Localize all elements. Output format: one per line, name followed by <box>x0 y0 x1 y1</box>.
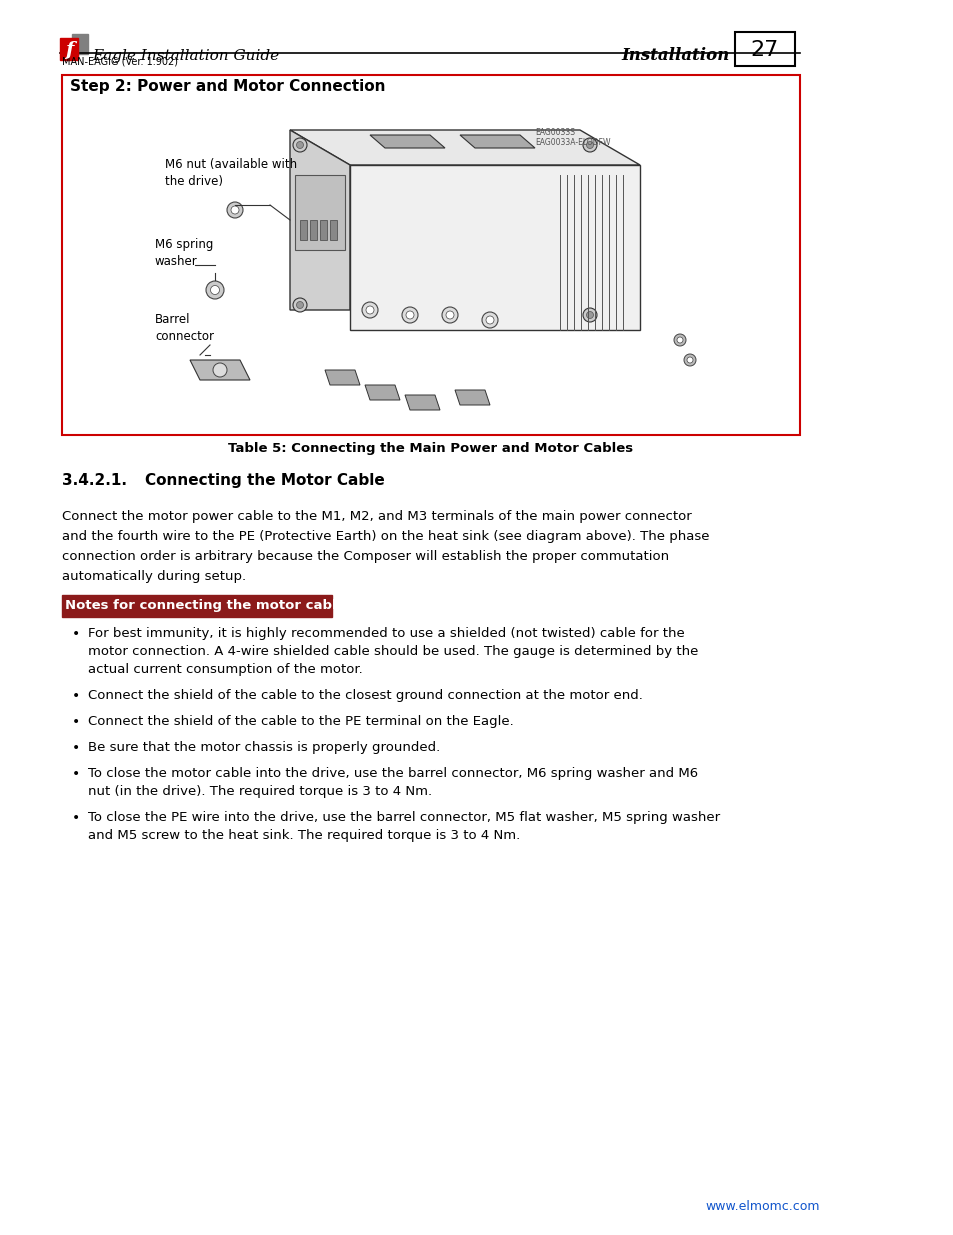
Bar <box>319 220 327 240</box>
Polygon shape <box>370 135 444 148</box>
Text: •: • <box>71 715 80 729</box>
Circle shape <box>481 312 497 329</box>
Polygon shape <box>60 38 78 61</box>
Circle shape <box>683 354 696 366</box>
Text: f: f <box>65 41 73 59</box>
Text: automatically during setup.: automatically during setup. <box>62 571 246 583</box>
Text: Table 5: Connecting the Main Power and Motor Cables: Table 5: Connecting the Main Power and M… <box>228 442 633 454</box>
Circle shape <box>293 298 307 312</box>
Text: •: • <box>71 689 80 703</box>
Polygon shape <box>459 135 535 148</box>
Polygon shape <box>71 35 88 54</box>
Text: and the fourth wire to the PE (Protective Earth) on the heat sink (see diagram a: and the fourth wire to the PE (Protectiv… <box>62 530 709 543</box>
Polygon shape <box>325 370 359 385</box>
Circle shape <box>206 282 224 299</box>
Circle shape <box>296 142 303 148</box>
Text: Barrel
connector: Barrel connector <box>154 312 213 343</box>
Circle shape <box>582 308 597 322</box>
Circle shape <box>485 316 494 324</box>
Polygon shape <box>190 359 250 380</box>
FancyBboxPatch shape <box>62 595 332 618</box>
Text: Connect the shield of the cable to the PE terminal on the Eagle.: Connect the shield of the cable to the P… <box>88 715 514 727</box>
Circle shape <box>686 357 692 363</box>
Polygon shape <box>365 385 399 400</box>
Text: To close the PE wire into the drive, use the barrel connector, M5 flat washer, M: To close the PE wire into the drive, use… <box>88 811 720 824</box>
Text: 3.4.2.1.: 3.4.2.1. <box>62 473 127 488</box>
Polygon shape <box>405 395 439 410</box>
Circle shape <box>586 142 593 148</box>
Circle shape <box>366 306 374 314</box>
Circle shape <box>213 363 227 377</box>
Text: Eagle Installation Guide: Eagle Installation Guide <box>91 49 279 63</box>
FancyBboxPatch shape <box>62 75 800 435</box>
Text: For best immunity, it is highly recommended to use a shielded (not twisted) cabl: For best immunity, it is highly recommen… <box>88 627 684 640</box>
Circle shape <box>361 303 377 317</box>
Bar <box>299 220 307 240</box>
Text: •: • <box>71 767 80 781</box>
Text: Connecting the Motor Cable: Connecting the Motor Cable <box>145 473 384 488</box>
Polygon shape <box>290 130 639 165</box>
Circle shape <box>673 333 685 346</box>
Text: 27: 27 <box>750 40 779 61</box>
Text: connection order is arbitrary because the Composer will establish the proper com: connection order is arbitrary because th… <box>62 550 668 563</box>
Bar <box>330 220 336 240</box>
Bar <box>310 220 316 240</box>
Text: •: • <box>71 741 80 755</box>
Circle shape <box>406 311 414 319</box>
Circle shape <box>231 206 239 214</box>
Circle shape <box>586 311 593 319</box>
Circle shape <box>582 138 597 152</box>
Text: www.elmomc.com: www.elmomc.com <box>705 1200 820 1213</box>
Polygon shape <box>290 130 350 310</box>
Text: •: • <box>71 811 80 825</box>
Text: Connect the motor power cable to the M1, M2, and M3 terminals of the main power : Connect the motor power cable to the M1,… <box>62 510 691 522</box>
Polygon shape <box>294 175 345 249</box>
Polygon shape <box>350 165 639 330</box>
Circle shape <box>441 308 457 324</box>
Circle shape <box>296 301 303 309</box>
Text: and M5 screw to the heat sink. The required torque is 3 to 4 Nm.: and M5 screw to the heat sink. The requi… <box>88 829 519 842</box>
Text: To close the motor cable into the drive, use the barrel connector, M6 spring was: To close the motor cable into the drive,… <box>88 767 698 781</box>
Text: Be sure that the motor chassis is properly grounded.: Be sure that the motor chassis is proper… <box>88 741 439 755</box>
Circle shape <box>211 285 219 294</box>
Polygon shape <box>455 390 490 405</box>
Text: MAN-EAGIG (Ver. 1.902): MAN-EAGIG (Ver. 1.902) <box>62 57 178 67</box>
Circle shape <box>293 138 307 152</box>
Text: Step 2: Power and Motor Connection: Step 2: Power and Motor Connection <box>70 79 385 94</box>
Text: nut (in the drive). The required torque is 3 to 4 Nm.: nut (in the drive). The required torque … <box>88 785 432 798</box>
Text: Installation: Installation <box>621 47 729 64</box>
Text: Notes for connecting the motor cables:: Notes for connecting the motor cables: <box>65 599 358 613</box>
Circle shape <box>227 203 243 219</box>
Circle shape <box>446 311 454 319</box>
Text: Connect the shield of the cable to the closest ground connection at the motor en: Connect the shield of the cable to the c… <box>88 689 642 701</box>
Text: motor connection. A 4-wire shielded cable should be used. The gauge is determine: motor connection. A 4-wire shielded cabl… <box>88 645 698 658</box>
Circle shape <box>677 337 682 343</box>
Text: M6 spring
washer: M6 spring washer <box>154 238 213 268</box>
FancyBboxPatch shape <box>734 32 794 65</box>
Text: actual current consumption of the motor.: actual current consumption of the motor. <box>88 663 362 676</box>
Text: M6 nut (available with
the drive): M6 nut (available with the drive) <box>165 158 296 188</box>
Circle shape <box>401 308 417 324</box>
Text: •: • <box>71 627 80 641</box>
Text: EAG0033S
EAG0033A-ELODFW: EAG0033S EAG0033A-ELODFW <box>535 127 610 147</box>
